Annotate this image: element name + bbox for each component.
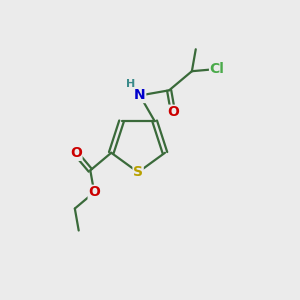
Text: O: O — [88, 185, 100, 199]
Text: N: N — [134, 88, 146, 103]
Text: S: S — [133, 165, 143, 179]
Text: Cl: Cl — [210, 62, 224, 76]
Text: H: H — [126, 79, 135, 89]
Text: O: O — [70, 146, 82, 160]
Text: O: O — [167, 105, 179, 119]
